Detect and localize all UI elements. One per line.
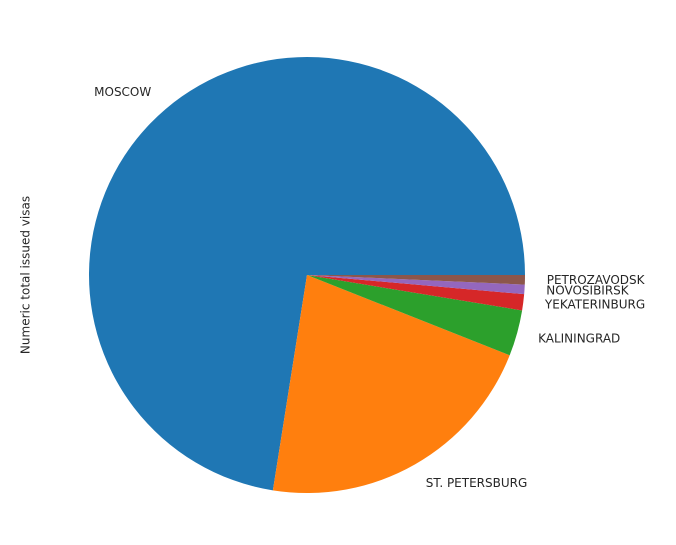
pie-label-petrozavodsk: PETROZAVODSK	[547, 273, 646, 287]
pie-slices	[88, 56, 526, 493]
pie-label-novosibirsk: NOVOSIBIRSK	[546, 283, 630, 297]
pie-slice-st-petersburg	[272, 275, 510, 493]
pie-slice-moscow	[88, 56, 526, 491]
pie-slice-novosibirsk	[307, 275, 525, 295]
pie-slice-petrozavodsk	[307, 275, 525, 285]
pie-label-kaliningrad: KALININGRAD	[538, 332, 620, 346]
pie-labels: MOSCOW ST. PETERSBURG KALININGRAD YEKATERIN…	[94, 85, 645, 490]
y-axis-label: Numeric total issued visas	[19, 196, 33, 354]
pie-slice-kaliningrad	[307, 275, 523, 356]
pie-label-yekaterinburg: YEKATERINBURG	[544, 298, 645, 312]
pie-label-st-petersburg: ST. PETERSBURG	[426, 476, 528, 490]
pie-slice-yekaterinburg	[307, 275, 525, 311]
pie-label-moscow: MOSCOW	[94, 85, 151, 99]
